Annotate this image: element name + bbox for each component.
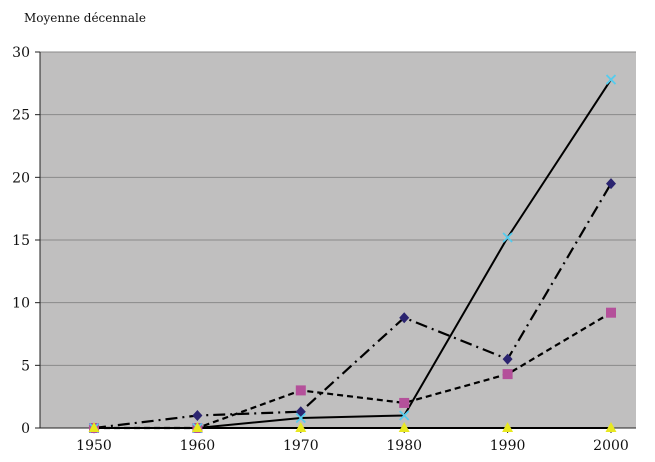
x-tick-label: 1960 [180, 438, 216, 454]
data-point-s2-2000 [606, 307, 616, 318]
y-tick-label: 25 [12, 108, 30, 124]
y-tick-label: 5 [21, 358, 30, 374]
x-axis-ticks: 1950 1960 1970 1980 1990 2000 [76, 428, 629, 454]
series-markers [88, 74, 617, 434]
y-axis-ticks: 0 5 10 15 20 25 30 [12, 45, 40, 437]
gridlines [40, 51, 636, 366]
data-point-s3-1970 [295, 412, 306, 424]
x-tick-label: 2000 [593, 438, 629, 454]
data-point-s1-1990 [502, 353, 513, 365]
data-point-s2-1970 [295, 385, 306, 396]
series-line-2 [94, 311, 612, 430]
series-lines [93, 79, 612, 430]
data-point-s1-2000 [606, 178, 616, 190]
data-point-s4-2000 [605, 422, 617, 432]
x-tick-label: 1990 [490, 438, 526, 454]
data-point-s1-1960 [192, 409, 203, 421]
data-point-s1-1980 [399, 312, 410, 324]
data-point-s4-1970 [295, 422, 307, 432]
data-point-s4-1950 [88, 422, 100, 432]
y-tick-label: 15 [12, 233, 30, 249]
data-point-s3-1990 [502, 232, 513, 243]
x-tick-label: 1970 [283, 438, 319, 454]
x-tick-label: 1950 [76, 438, 112, 454]
y-tick-label: 0 [21, 421, 30, 437]
data-point-s2-1980 [399, 397, 410, 408]
data-point-s4-1990 [502, 422, 514, 432]
data-point-s3-1980 [399, 410, 410, 421]
data-point-s4-1960 [191, 422, 203, 432]
data-point-s3-2000 [605, 74, 617, 85]
y-tick-label: 20 [12, 170, 30, 186]
x-tick-label: 1980 [386, 438, 422, 454]
data-point-s2-1990 [502, 369, 513, 380]
y-axis-title: Moyenne décennale [24, 11, 146, 25]
data-point-s4-1980 [398, 422, 410, 432]
y-tick-label: 30 [12, 45, 30, 61]
y-tick-label: 10 [12, 296, 30, 312]
